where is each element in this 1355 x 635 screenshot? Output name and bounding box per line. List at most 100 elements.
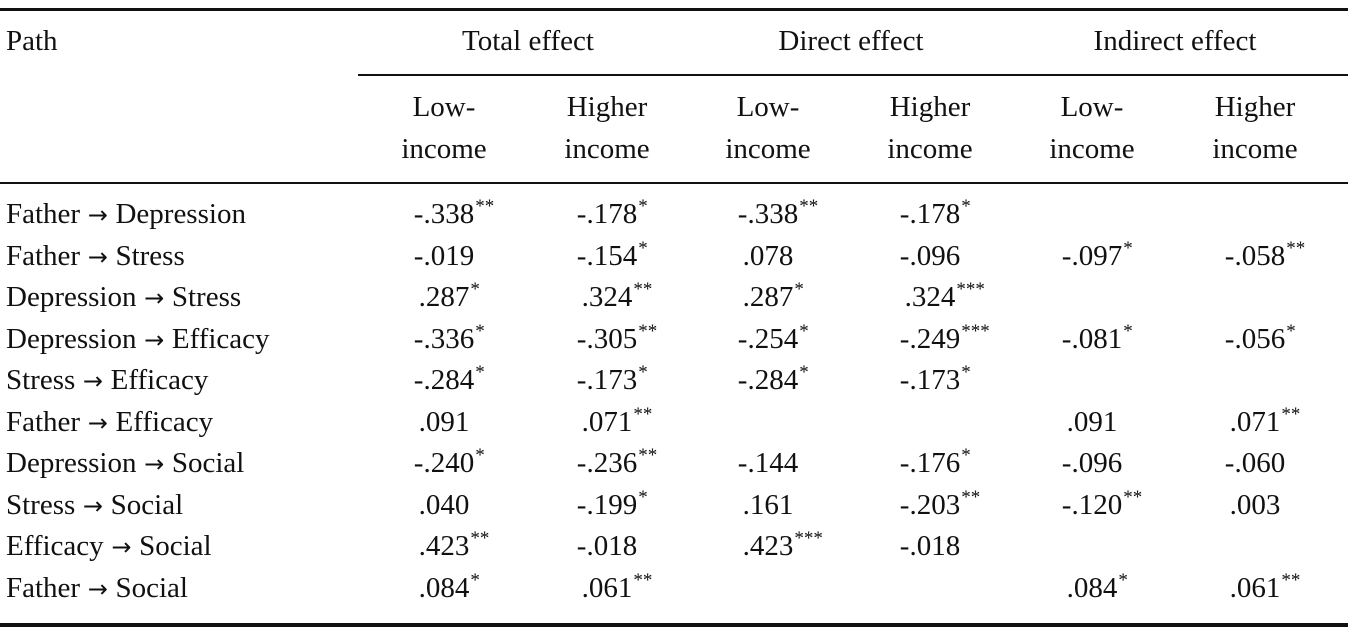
subheader-low-income: Low-income xyxy=(364,86,524,170)
subheader-line: Higher xyxy=(566,91,648,123)
coefficient-value: -.305 xyxy=(576,322,638,355)
significance-stars: * xyxy=(475,445,485,466)
coefficient-value: -.060 xyxy=(1224,447,1286,479)
path-header: Path xyxy=(6,25,58,57)
significance-stars: * xyxy=(638,486,648,508)
coefficient-cell: -.173* xyxy=(900,362,971,401)
coefficient-cell: -.176* xyxy=(900,445,971,484)
path-to: Social xyxy=(115,571,188,604)
path-from: Stress xyxy=(6,488,76,521)
subheader-line: Higher xyxy=(889,91,971,123)
subheader-higher-income: Higher income xyxy=(850,86,1010,170)
coefficient-cell: -.097* xyxy=(1061,237,1133,277)
coefficient-value: .324 xyxy=(904,281,956,313)
coefficient-value: -.058 xyxy=(1224,239,1286,272)
coefficient-value: -.338 xyxy=(737,198,799,230)
coefficient-cell: -.240* xyxy=(413,445,485,484)
path-to: Stress xyxy=(115,239,185,272)
coefficient-cell: .324*** xyxy=(904,279,985,318)
coefficient-value: -.178 xyxy=(899,198,961,230)
subheader-line: income xyxy=(1212,133,1298,165)
significance-stars: * xyxy=(638,362,648,383)
coefficient-cell: -.120** xyxy=(1061,487,1142,526)
coefficient-cell: .287* xyxy=(742,279,804,318)
significance-stars: * xyxy=(799,320,809,342)
right-arrow-icon: → xyxy=(80,201,116,229)
coefficient-cell: .423** xyxy=(419,528,490,567)
path-to: Stress xyxy=(171,281,242,313)
significance-stars: *** xyxy=(794,528,823,549)
coefficient-value: .061 xyxy=(581,571,633,604)
path-to: Efficacy xyxy=(171,322,270,355)
path-cell: Father → Depression xyxy=(6,197,246,232)
coefficient-value: .061 xyxy=(1229,571,1281,604)
significance-stars: ** xyxy=(475,196,495,217)
path-cell: Father → Social xyxy=(6,571,188,606)
coefficient-cell: -.144 xyxy=(738,446,798,480)
path-cell: Depression → Efficacy xyxy=(6,322,270,357)
path-cell: Father → Stress xyxy=(6,239,185,274)
path-cell: Stress → Efficacy xyxy=(6,363,208,398)
coefficient-value: .078 xyxy=(742,239,794,272)
coefficient-cell: -.154* xyxy=(576,238,648,277)
coefficient-cell: -.019 xyxy=(414,239,474,273)
coefficient-cell: -.284* xyxy=(738,362,809,401)
right-arrow-icon: → xyxy=(136,284,172,312)
subheader-low-income: Low-income xyxy=(1012,86,1172,170)
coefficient-value: .324 xyxy=(581,281,633,313)
coefficient-value: .084 xyxy=(1066,571,1118,604)
coefficient-value: -.120 xyxy=(1061,488,1123,521)
subheader-line: Higher xyxy=(1214,91,1296,123)
coefficient-value: -.096 xyxy=(1061,447,1123,479)
subheader-line: Low- xyxy=(412,91,476,123)
path-from: Father xyxy=(6,198,81,230)
coefficient-value: -.019 xyxy=(413,239,475,272)
significance-stars: ** xyxy=(638,445,658,466)
coefficient-cell: .061** xyxy=(1229,570,1301,609)
coefficient-cell: .084* xyxy=(1066,570,1128,609)
significance-stars: * xyxy=(1123,237,1133,259)
coefficient-cell: .161 xyxy=(743,488,794,522)
coefficient-cell: -.336* xyxy=(413,321,485,360)
significance-stars: * xyxy=(794,279,804,300)
coefficient-value: .287 xyxy=(742,281,794,313)
right-arrow-icon: → xyxy=(103,533,140,561)
path-from: Depression xyxy=(6,281,137,313)
coefficient-cell: -.173* xyxy=(576,362,648,401)
coefficient-value: -.203 xyxy=(899,488,961,521)
coefficient-cell: .324** xyxy=(581,279,653,318)
right-arrow-icon: → xyxy=(136,325,172,354)
coefficient-value: -.173 xyxy=(576,364,638,396)
coefficient-value: .423 xyxy=(742,530,794,562)
coefficient-cell: -.018 xyxy=(900,529,960,563)
significance-stars: * xyxy=(1123,320,1133,342)
coefficient-value: -.144 xyxy=(737,447,799,479)
coefficient-value: .161 xyxy=(742,488,794,521)
coefficient-value: -.338 xyxy=(413,198,475,230)
path-from: Efficacy xyxy=(6,530,104,562)
coefficient-value: -.097 xyxy=(1061,239,1123,272)
significance-stars: *** xyxy=(956,279,985,300)
significance-stars: * xyxy=(799,362,809,383)
subheader-line: income xyxy=(887,133,973,165)
path-cell: Stress → Social xyxy=(6,488,183,523)
coefficient-value: -.336 xyxy=(413,322,475,355)
coefficient-value: .040 xyxy=(418,488,470,521)
path-to: Depression xyxy=(115,198,246,230)
path-cell: Efficacy → Social xyxy=(6,529,212,564)
group-header-indirect: Indirect effect xyxy=(1093,25,1257,57)
coefficient-cell: -.236** xyxy=(577,445,658,484)
subheader-line: income xyxy=(401,133,487,165)
coefficient-value: -.154 xyxy=(576,239,638,272)
path-cell: Depression → Social xyxy=(6,446,244,481)
coefficient-cell: -.178* xyxy=(577,196,648,235)
path-from: Depression xyxy=(6,447,137,479)
coefficient-value: .287 xyxy=(418,281,470,313)
bottom-rule xyxy=(0,623,1348,627)
coefficient-value: -.240 xyxy=(413,447,475,479)
group-rule xyxy=(358,74,1348,76)
significance-stars: * xyxy=(961,362,971,383)
significance-stars: ** xyxy=(1281,403,1301,425)
coefficient-value: .084 xyxy=(418,571,470,604)
path-from: Father xyxy=(6,239,81,272)
